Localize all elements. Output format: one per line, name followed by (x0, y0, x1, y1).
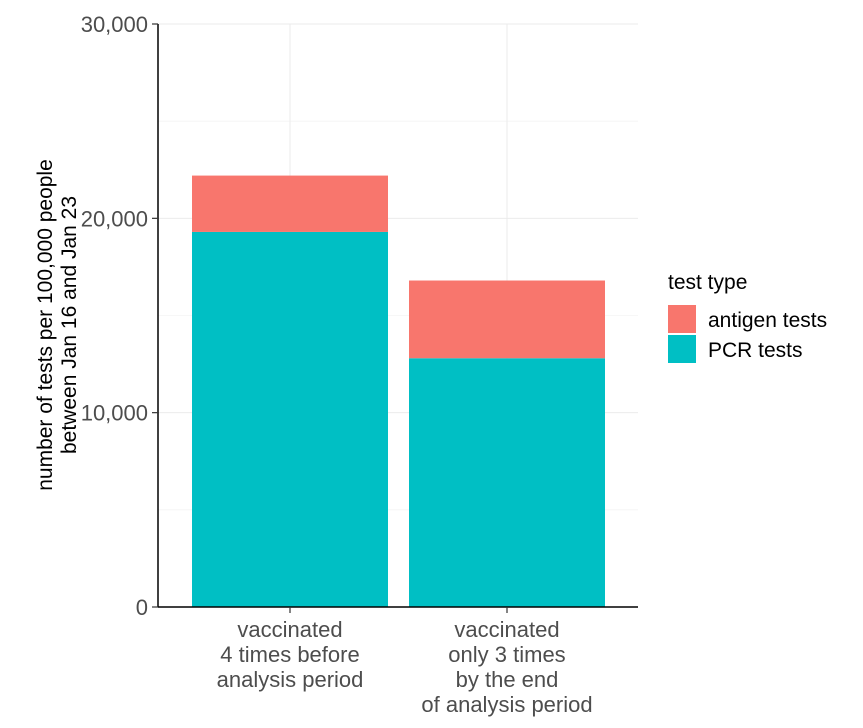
legend-key-antigen-tests (668, 305, 696, 333)
legend: test type antigen tests PCR tests (668, 271, 827, 363)
legend-key-pcr-tests (668, 335, 696, 363)
bar-segment-antigen-tests-2 (409, 280, 605, 359)
axes (152, 23, 638, 613)
legend-label: PCR tests (708, 339, 803, 362)
bar-segment-pcr-tests-1 (192, 231, 388, 608)
bar-segment-pcr-tests-2 (409, 358, 605, 607)
y-axis-label: number of tests per 100,000 peoplebetwee… (34, 159, 81, 491)
x-tick-labels: vaccinated 4 times before analysis period v… (217, 617, 593, 717)
x-tick-label: vaccinated 4 times before analysis period (217, 617, 364, 692)
x-tick-label: vaccinated only 3 times by the end of analy… (421, 617, 592, 717)
y-tick-label: 20,000 (81, 206, 148, 231)
y-tick-label: 30,000 (81, 12, 148, 37)
y-tick-labels: 0 10,000 20,000 30,000 (81, 12, 148, 620)
y-tick-label: 0 (136, 595, 148, 620)
y-tick-label: 10,000 (81, 401, 148, 426)
bar-segment-antigen-tests-1 (192, 175, 388, 232)
legend-label: antigen tests (708, 309, 827, 332)
legend-title: test type (668, 271, 747, 294)
bars (192, 175, 605, 608)
